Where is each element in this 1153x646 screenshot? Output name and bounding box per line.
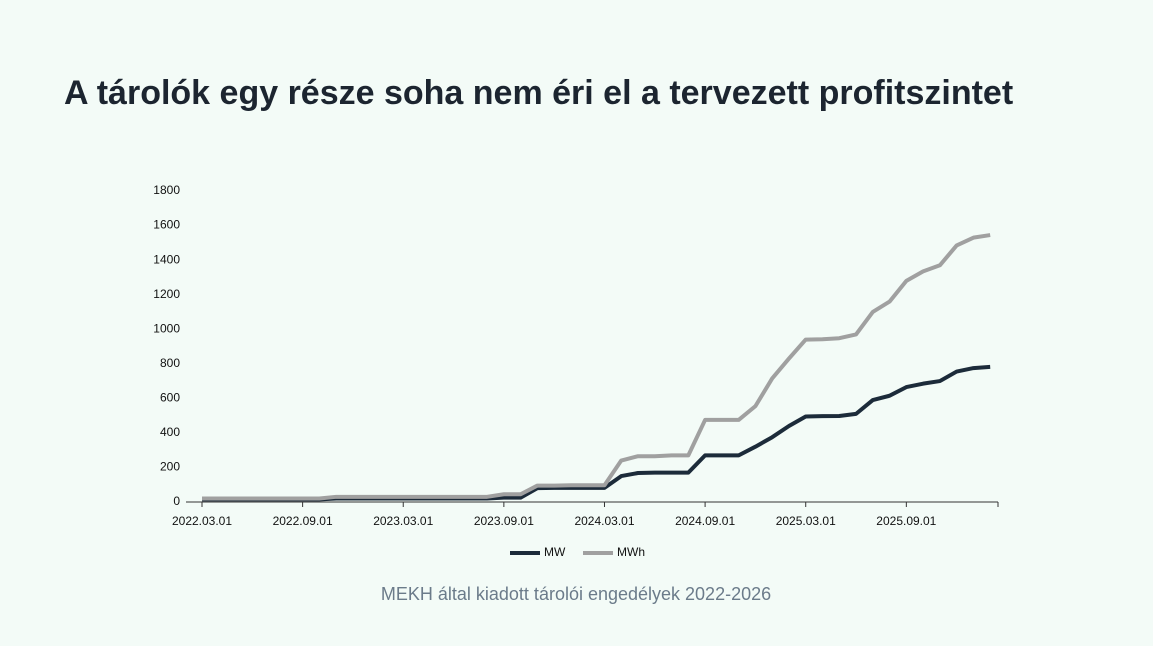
y-tick-label: 200	[160, 460, 180, 474]
x-tick-label: 2024.09.01	[675, 514, 735, 528]
x-tick-label: 2024.03.01	[574, 514, 634, 528]
x-tick-label: 2022.03.01	[172, 514, 232, 528]
y-tick-label: 400	[160, 425, 180, 439]
y-tick-label: 800	[160, 356, 180, 370]
x-tick-label: 2023.03.01	[373, 514, 433, 528]
caption: MEKH által kiadott tárolói engedélyek 20…	[381, 584, 771, 604]
chart-title: A tárolók egy része soha nem éri el a te…	[64, 74, 1013, 112]
y-tick-label: 600	[160, 391, 180, 405]
y-tick-label: 1000	[153, 321, 180, 335]
y-tick-label: 1200	[153, 287, 180, 301]
x-tick-label: 2023.09.01	[474, 514, 534, 528]
y-tick-label: 1600	[153, 218, 180, 232]
y-tick-label: 1800	[153, 183, 180, 197]
x-tick-label: 2025.09.01	[876, 514, 936, 528]
x-tick-label: 2025.03.01	[776, 514, 836, 528]
y-tick-label: 0	[173, 494, 180, 508]
y-tick-label: 1400	[153, 252, 180, 266]
series-line	[202, 233, 991, 501]
x-tick-label: 2022.09.01	[273, 514, 333, 528]
legend-label: MWh	[617, 545, 645, 559]
legend-label: MW	[544, 545, 566, 559]
